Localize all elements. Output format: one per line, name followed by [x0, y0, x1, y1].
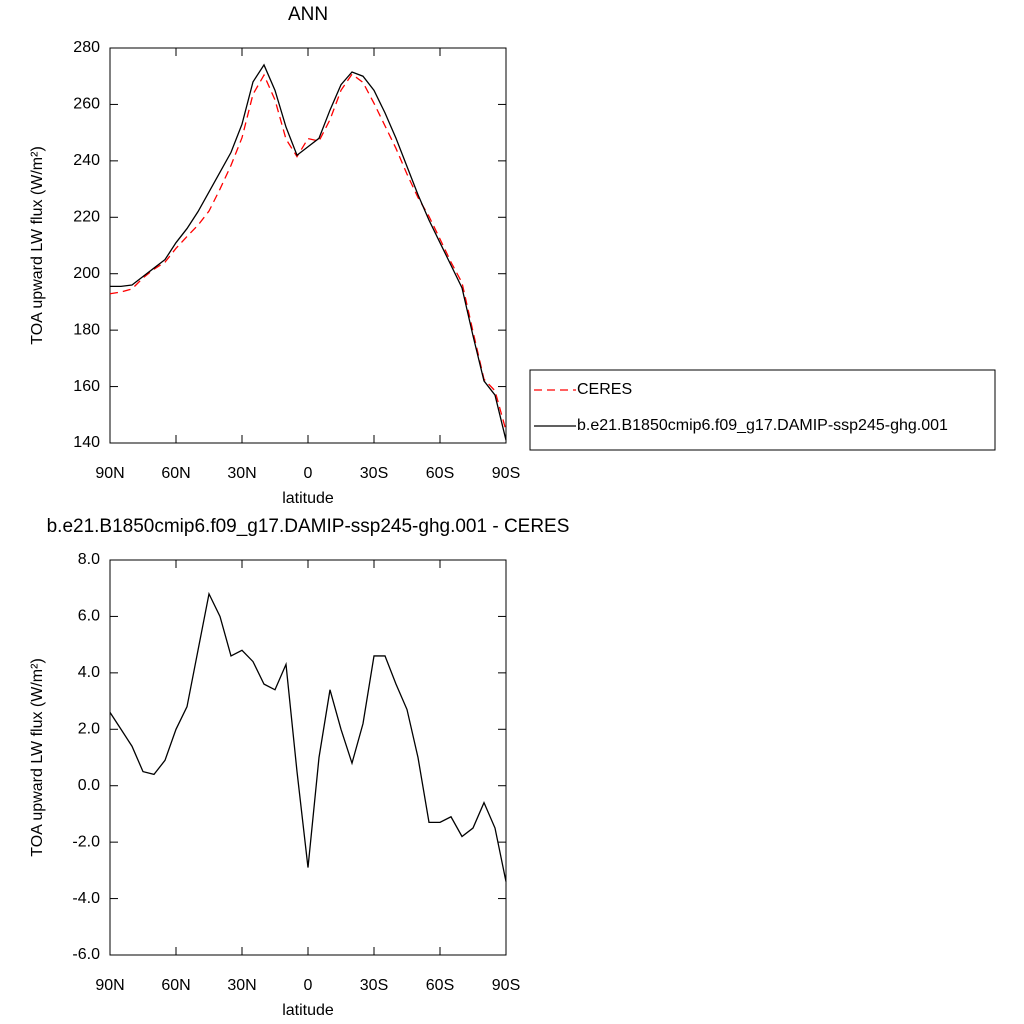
y-tick-label: 6.0 [78, 608, 100, 625]
legend-label: CERES [577, 381, 632, 398]
y-tick-label: 200 [73, 265, 100, 282]
legend-label: b.e21.B1850cmip6.f09_g17.DAMIP-ssp245-gh… [577, 417, 948, 434]
x-tick-label: 60N [161, 977, 190, 994]
y-tick-label: 260 [73, 96, 100, 113]
y-tick-label: 4.0 [78, 664, 100, 681]
chart-title: b.e21.B1850cmip6.f09_g17.DAMIP-ssp245-gh… [47, 516, 570, 537]
x-tick-label: 30S [360, 465, 388, 482]
x-tick-label: 90S [492, 465, 520, 482]
x-tick-label: 0 [304, 977, 313, 994]
chart-title: ANN [288, 4, 328, 25]
plot-frame [109, 47, 507, 444]
y-axis-label: TOA upward LW flux (W/m²) [29, 146, 46, 345]
x-tick-label: 0 [304, 465, 313, 482]
y-tick-label: -4.0 [72, 890, 100, 907]
legend-box [529, 369, 996, 451]
x-tick-label: 90N [95, 465, 124, 482]
y-tick-label: 280 [73, 39, 100, 56]
data-line [109, 591, 507, 882]
y-tick-label: 220 [73, 209, 100, 226]
y-tick-label: 240 [73, 152, 100, 169]
y-tick-label: 8.0 [78, 551, 100, 568]
y-axis-label: TOA upward LW flux (W/m²) [29, 658, 46, 857]
y-tick-label: 160 [73, 378, 100, 395]
y-tick-label: 180 [73, 321, 100, 338]
x-tick-label: 60S [426, 465, 454, 482]
x-tick-label: 30N [227, 465, 256, 482]
y-tick-label: 140 [73, 434, 100, 451]
data-line [109, 73, 507, 431]
x-tick-label: 90S [492, 977, 520, 994]
y-tick-label: 2.0 [78, 721, 100, 738]
x-tick-label: 30S [360, 977, 388, 994]
x-tick-label: 60N [161, 465, 190, 482]
x-axis-label: latitude [282, 490, 334, 507]
plot-frame [109, 559, 507, 956]
x-tick-label: 30N [227, 977, 256, 994]
x-tick-label: 90N [95, 977, 124, 994]
y-tick-label: -2.0 [72, 833, 100, 850]
data-line [110, 63, 507, 441]
x-tick-label: 60S [426, 977, 454, 994]
x-axis-label: latitude [282, 1002, 334, 1019]
y-tick-label: 0.0 [78, 777, 100, 794]
y-tick-label: -6.0 [72, 946, 100, 963]
